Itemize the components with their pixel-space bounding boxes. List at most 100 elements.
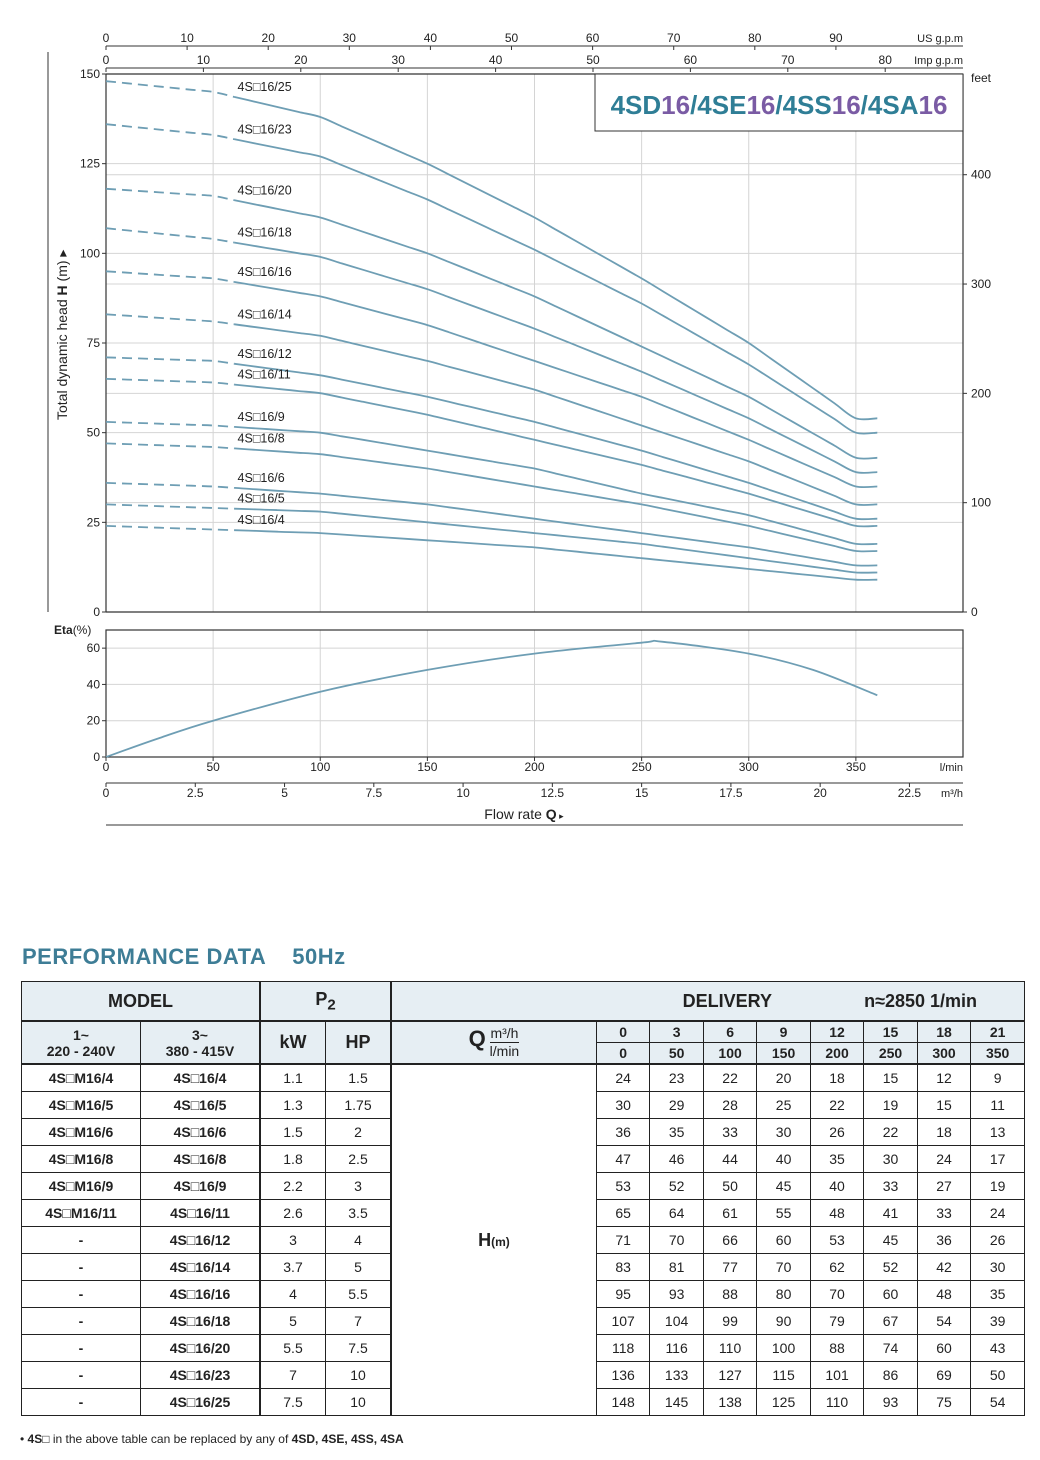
head-value: 25 bbox=[756, 1091, 811, 1119]
head-value: 70 bbox=[649, 1226, 704, 1254]
q-m3h-18: 18 bbox=[916, 1020, 972, 1043]
performance-title: PERFORMANCE DATA 50Hz bbox=[22, 944, 346, 969]
model-single-phase: 4S□M16/5 bbox=[21, 1091, 141, 1119]
head-value: 50 bbox=[970, 1361, 1025, 1389]
head-value: 13 bbox=[970, 1118, 1025, 1146]
power-hp: 7.5 bbox=[325, 1334, 392, 1362]
head-curve bbox=[234, 362, 878, 521]
q-lmin-250: 250 bbox=[863, 1042, 918, 1065]
table-row: 4S□M16/9 4S□16/9 2.2 3 53 52 50 45 40 33 27 19 bbox=[21, 1172, 1025, 1200]
head-value: 41 bbox=[863, 1199, 918, 1227]
q-header: Q m³/h l/min bbox=[389, 1020, 597, 1065]
curve-label: 4S□16/5 bbox=[238, 492, 285, 506]
head-value: 35 bbox=[970, 1280, 1025, 1308]
table-row: -4S□16/18 5 7 107 104 99 90 79 67 54 39 bbox=[21, 1307, 1025, 1335]
eta-axis-label: Eta(%) bbox=[54, 623, 91, 637]
head-value: 60 bbox=[863, 1280, 918, 1308]
m3h-label: m³/h bbox=[941, 788, 963, 800]
q-m3h-15: 15 bbox=[863, 1020, 918, 1043]
head-curve-dashed bbox=[105, 187, 235, 202]
curve-label: 4S□16/12 bbox=[238, 347, 292, 361]
head-value: 33 bbox=[702, 1118, 758, 1146]
curve-label: 4S□16/23 bbox=[238, 122, 292, 136]
head-axis-label: Total dynamic head H (m) ▸ bbox=[54, 250, 70, 420]
lmin-tick-label: 50 bbox=[206, 760, 220, 774]
head-value: 55 bbox=[756, 1199, 811, 1227]
head-tick-label: 150 bbox=[80, 67, 100, 81]
head-tick-label: 25 bbox=[87, 515, 101, 529]
head-value: 110 bbox=[702, 1334, 758, 1362]
head-curve-dashed bbox=[105, 503, 235, 510]
head-curve bbox=[234, 96, 878, 421]
curve-label: 4S□16/16 bbox=[238, 265, 292, 279]
performance-table: MODEL P2 DELIVERY n≈2850 1/min 1~ 220 - 2… bbox=[21, 981, 1025, 1416]
head-tick-label: 0 bbox=[93, 605, 100, 619]
head-value: 118 bbox=[595, 1334, 651, 1362]
power-hp: 5.5 bbox=[325, 1280, 392, 1308]
power-kw: 1.1 bbox=[259, 1063, 326, 1092]
head-value: 90 bbox=[756, 1307, 811, 1335]
head-curve-dashed bbox=[105, 482, 235, 489]
head-value: 93 bbox=[649, 1280, 704, 1308]
head-value: 36 bbox=[595, 1118, 651, 1146]
head-curve bbox=[234, 447, 878, 553]
power-hp: 2.5 bbox=[325, 1145, 392, 1173]
model-three-phase: 4S□16/11 bbox=[140, 1199, 261, 1227]
model-single-phase: 4S□M16/11 bbox=[21, 1199, 141, 1227]
head-value: 148 bbox=[595, 1388, 651, 1416]
head-value: 116 bbox=[649, 1334, 704, 1362]
head-value: 54 bbox=[970, 1388, 1025, 1416]
lmin-tick-label: 100 bbox=[310, 760, 330, 774]
model-three-phase: 4S□16/9 bbox=[140, 1172, 261, 1200]
head-curve-dashed bbox=[105, 227, 235, 244]
curve-label: 4S□16/25 bbox=[238, 80, 292, 94]
head-value: 30 bbox=[970, 1253, 1025, 1281]
footnote: • 4S□ in the above table can be replaced… bbox=[20, 1432, 404, 1446]
head-curve bbox=[234, 383, 878, 528]
power-kw: 3.7 bbox=[259, 1253, 326, 1281]
head-value: 62 bbox=[809, 1253, 865, 1281]
curve-label: 4S□16/14 bbox=[238, 307, 292, 321]
head-value: 83 bbox=[595, 1253, 651, 1281]
lmin-tick-label: 250 bbox=[632, 760, 652, 774]
model-single-phase: 4S□M16/9 bbox=[21, 1172, 141, 1200]
m3h-tick-label: 15 bbox=[635, 786, 649, 800]
head-value: 36 bbox=[916, 1226, 972, 1254]
head-value: 20 bbox=[756, 1063, 811, 1092]
head-value: 79 bbox=[809, 1307, 865, 1335]
power-hp: 2 bbox=[325, 1118, 392, 1146]
us-gpm-tick-label: 80 bbox=[748, 31, 762, 45]
head-value: 47 bbox=[595, 1145, 651, 1173]
power-kw: 7.5 bbox=[259, 1388, 326, 1416]
head-label: H(m) bbox=[389, 1063, 597, 1416]
us-gpm-tick-label: 40 bbox=[424, 31, 438, 45]
head-value: 133 bbox=[649, 1361, 704, 1389]
head-value: 77 bbox=[702, 1253, 758, 1281]
head-value: 61 bbox=[702, 1199, 758, 1227]
head-value: 70 bbox=[809, 1280, 865, 1308]
lmin-tick-label: 200 bbox=[524, 760, 544, 774]
feet-tick-label: 300 bbox=[971, 277, 991, 291]
model-single-phase: 4S□M16/6 bbox=[21, 1118, 141, 1146]
eta-tick-label: 20 bbox=[87, 714, 101, 728]
imp-gpm-tick-label: 50 bbox=[586, 53, 600, 67]
head-value: 100 bbox=[756, 1334, 811, 1362]
power-kw: 1.3 bbox=[259, 1091, 326, 1119]
power-kw: 4 bbox=[259, 1280, 326, 1308]
feet-tick-label: 400 bbox=[971, 168, 991, 182]
q-m3h-6: 6 bbox=[702, 1020, 758, 1043]
three-phase-header: 3~ 380 - 415V bbox=[140, 1020, 261, 1065]
imp-gpm-tick-label: 20 bbox=[294, 53, 308, 67]
chart-title: 4SD16/4SE16/4SS16/4SA16 bbox=[611, 90, 948, 120]
head-curve bbox=[234, 487, 878, 567]
flow-rate-label: Flow rate Q ▸ bbox=[484, 806, 564, 822]
q-m3h-21: 21 bbox=[970, 1020, 1025, 1043]
head-value: 42 bbox=[916, 1253, 972, 1281]
head-tick-label: 125 bbox=[80, 157, 100, 171]
head-value: 127 bbox=[702, 1361, 758, 1389]
power-hp: 10 bbox=[325, 1388, 392, 1416]
head-curve-dashed bbox=[105, 378, 235, 386]
model-three-phase: 4S□16/14 bbox=[140, 1253, 261, 1281]
head-value: 19 bbox=[970, 1172, 1025, 1200]
head-value: 22 bbox=[702, 1063, 758, 1092]
